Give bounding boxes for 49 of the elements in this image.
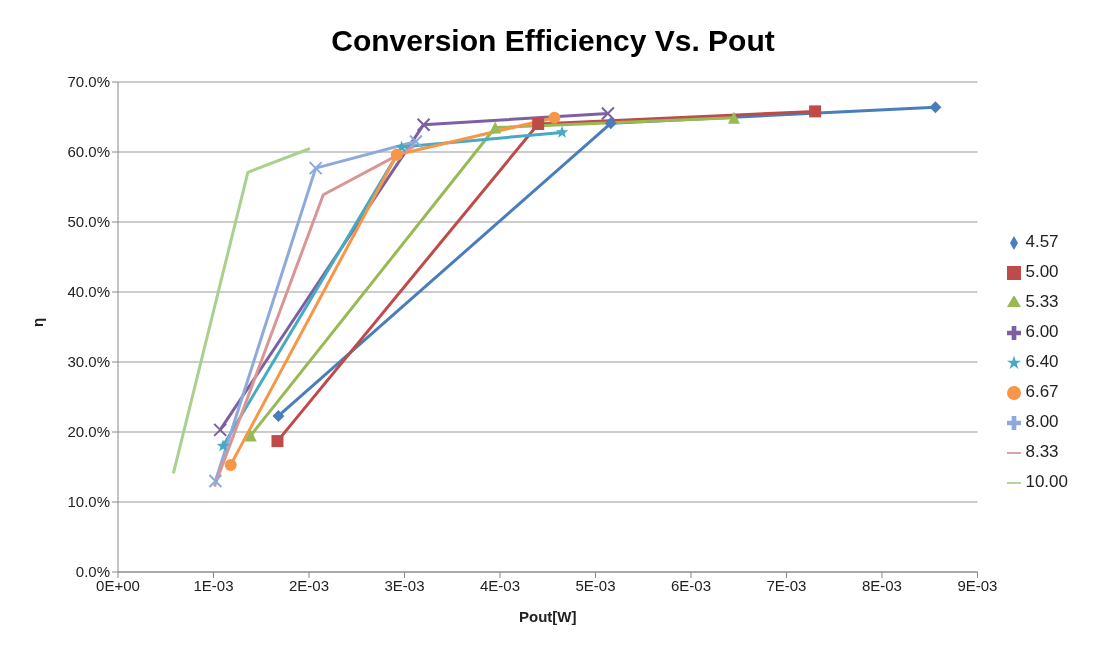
x-tick-label: 9E-03	[957, 576, 998, 594]
point	[224, 458, 237, 471]
point	[395, 140, 408, 153]
y-tick-label: 20.0%	[67, 423, 110, 441]
point	[555, 125, 569, 138]
point	[244, 429, 257, 442]
point	[271, 435, 284, 448]
point	[272, 409, 285, 422]
point	[727, 111, 740, 124]
point	[390, 148, 403, 161]
point	[208, 474, 223, 488]
point	[548, 111, 561, 124]
legend-label: 6.00	[1025, 322, 1059, 341]
y-tick-label: 30.0%	[67, 353, 110, 371]
legend-label: 4.57	[1025, 232, 1059, 251]
legend-label: 10.00	[1025, 472, 1068, 491]
point	[604, 117, 617, 130]
x-tick-label: 3E-03	[384, 576, 425, 594]
point	[308, 161, 323, 176]
legend-label: 5.33	[1025, 292, 1059, 311]
point	[600, 106, 615, 121]
legend-label: 6.67	[1025, 382, 1059, 401]
y-tick-label: 70.0%	[67, 73, 110, 91]
x-tick-label: 5E-03	[575, 576, 616, 594]
legend-label: 8.00	[1025, 412, 1059, 431]
legend-label: 8.33	[1025, 442, 1059, 461]
x-tick-label: 8E-03	[861, 576, 902, 594]
x-tick-label: 2E-03	[288, 576, 330, 594]
y-axis-title: η	[29, 317, 47, 327]
x-tick-label: 6E-03	[670, 576, 711, 594]
legend-label: 6.40	[1025, 352, 1059, 371]
y-tick-label: 40.0%	[67, 283, 110, 301]
point	[408, 134, 423, 149]
y-tick-label: 10.0%	[67, 493, 110, 511]
point	[809, 105, 822, 118]
chart-title: Conversion Efficiency Vs. Pout	[330, 23, 776, 59]
point	[532, 118, 545, 130]
legend-label: 5.00	[1025, 262, 1059, 281]
y-tick-label: 50.0%	[67, 213, 110, 231]
x-tick-label: 4E-03	[479, 576, 520, 594]
x-tick-label: 1E-03	[193, 576, 234, 594]
y-tick-label: 60.0%	[67, 143, 110, 161]
point	[416, 117, 431, 132]
point	[929, 101, 942, 114]
point	[489, 121, 502, 134]
point	[216, 439, 230, 452]
x-tick-label: 7E-03	[766, 576, 807, 594]
x-axis-title: Pout[W]	[518, 608, 577, 625]
point	[213, 422, 228, 437]
